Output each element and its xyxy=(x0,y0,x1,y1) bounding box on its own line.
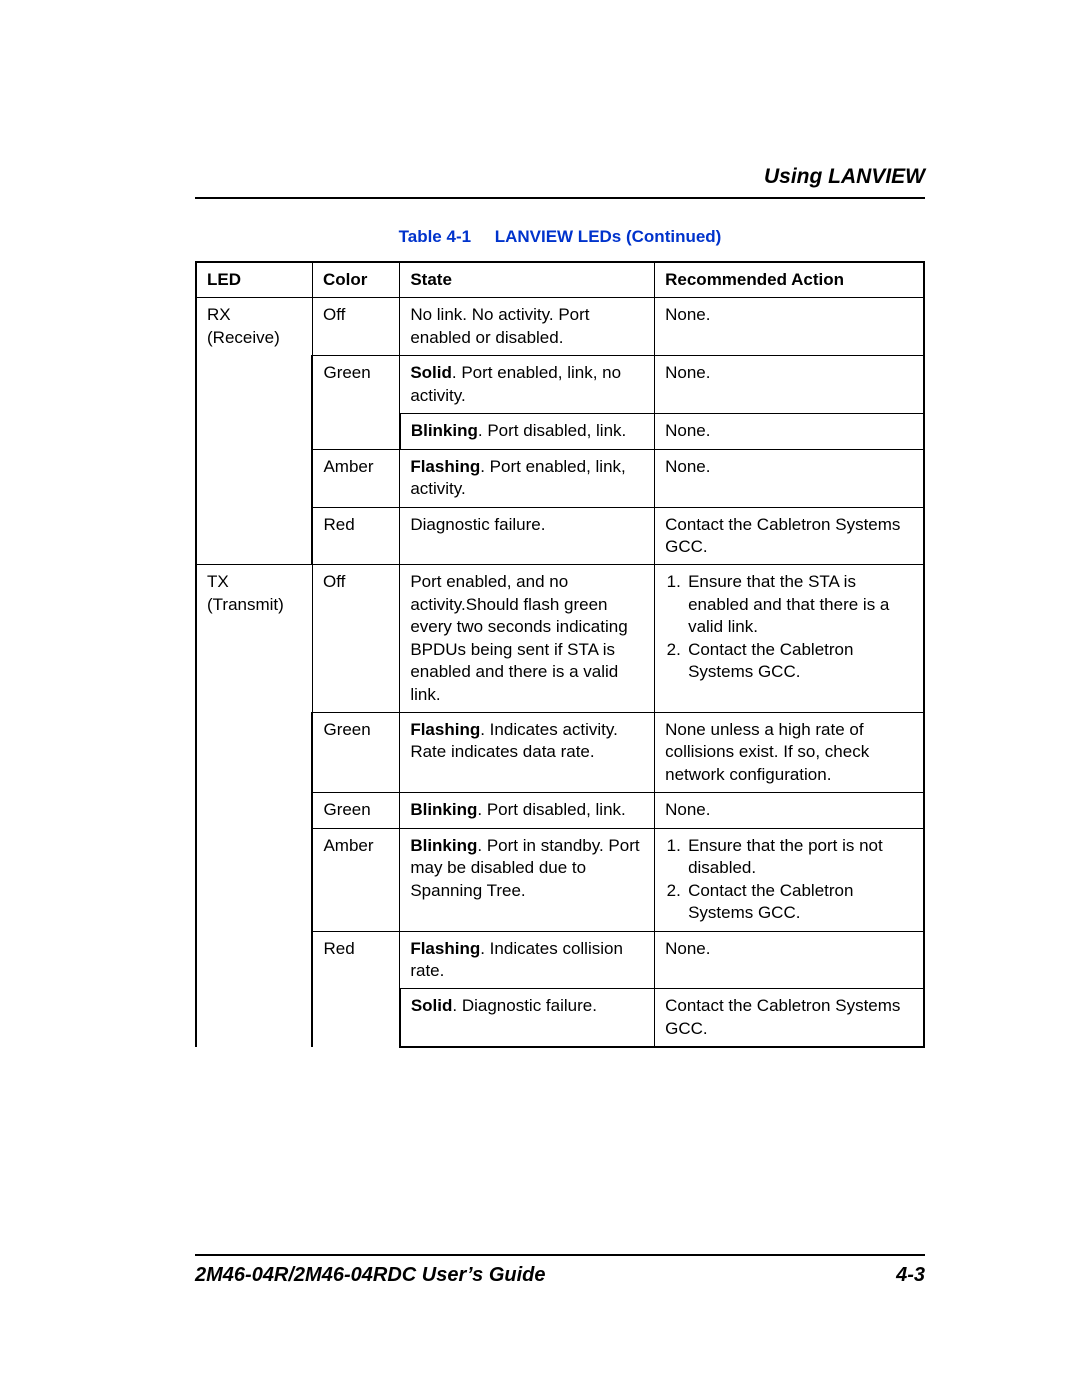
cell-action: None. xyxy=(655,414,924,449)
table-caption: Table 4-1 LANVIEW LEDs (Continued) xyxy=(195,227,925,247)
cell-color: Amber xyxy=(312,449,399,507)
col-header-state: State xyxy=(400,262,655,298)
cell-state: Solid. Diagnostic failure. xyxy=(400,989,655,1047)
cell-action: Ensure that the STA is enabled and that … xyxy=(655,565,924,713)
page-footer: 2M46-04R/2M46-04RDC User’s Guide 4-3 xyxy=(195,1254,925,1287)
cell-action: None unless a high rate of collisions ex… xyxy=(655,713,924,793)
cell-color: Green xyxy=(312,356,399,449)
cell-state: Flashing. Port enabled, link, activity. xyxy=(400,449,655,507)
cell-action: Contact the Cabletron Systems GCC. xyxy=(655,507,924,565)
cell-color: Off xyxy=(312,298,399,356)
cell-action: Ensure that the port is not disabled.Con… xyxy=(655,828,924,931)
table-header-row: LED Color State Recommended Action xyxy=(196,262,924,298)
cell-state: Blinking. Port disabled, link. xyxy=(400,793,655,828)
cell-state: Blinking. Port disabled, link. xyxy=(400,414,655,449)
footer-guide-title: 2M46-04R/2M46-04RDC User’s Guide xyxy=(195,1264,546,1287)
cell-color: Red xyxy=(312,931,399,1047)
cell-color: Amber xyxy=(312,828,399,931)
cell-action: None. xyxy=(655,356,924,414)
cell-color: Green xyxy=(312,713,399,793)
cell-state: Solid. Port enabled, link, no activity. xyxy=(400,356,655,414)
cell-action: None. xyxy=(655,931,924,989)
caption-prefix: Table 4-1 xyxy=(399,227,471,246)
caption-title: LANVIEW LEDs (Continued) xyxy=(495,227,722,246)
cell-color: Off xyxy=(312,565,399,713)
cell-led: TX (Transmit) xyxy=(196,565,312,1047)
caption-spacer xyxy=(476,227,490,246)
cell-state: Flashing. Indicates activity. Rate indic… xyxy=(400,713,655,793)
cell-led: RX (Receive) xyxy=(196,298,312,565)
col-header-led: LED xyxy=(196,262,312,298)
cell-color: Green xyxy=(312,793,399,828)
table-row: TX (Transmit)OffPort enabled, and no act… xyxy=(196,565,924,713)
table-body: RX (Receive)OffNo link. No activity. Por… xyxy=(196,298,924,1047)
page: Using LANVIEW Table 4-1 LANVIEW LEDs (Co… xyxy=(0,0,1080,1397)
footer-page-number: 4-3 xyxy=(896,1264,925,1287)
section-title: Using LANVIEW xyxy=(195,165,925,199)
cell-state: Port enabled, and no activity.Should fla… xyxy=(400,565,655,713)
col-header-color: Color xyxy=(312,262,399,298)
cell-state: Flashing. Indicates collision rate. xyxy=(400,931,655,989)
cell-action: None. xyxy=(655,298,924,356)
cell-action: None. xyxy=(655,449,924,507)
cell-action: None. xyxy=(655,793,924,828)
cell-color: Red xyxy=(312,507,399,565)
cell-state: Blinking. Port in standby. Port may be d… xyxy=(400,828,655,931)
cell-state: No link. No activity. Port enabled or di… xyxy=(400,298,655,356)
cell-action: Contact the Cabletron Systems GCC. xyxy=(655,989,924,1047)
col-header-action: Recommended Action xyxy=(655,262,924,298)
cell-state: Diagnostic failure. xyxy=(400,507,655,565)
led-table: LED Color State Recommended Action RX (R… xyxy=(195,261,925,1048)
table-row: RX (Receive)OffNo link. No activity. Por… xyxy=(196,298,924,356)
